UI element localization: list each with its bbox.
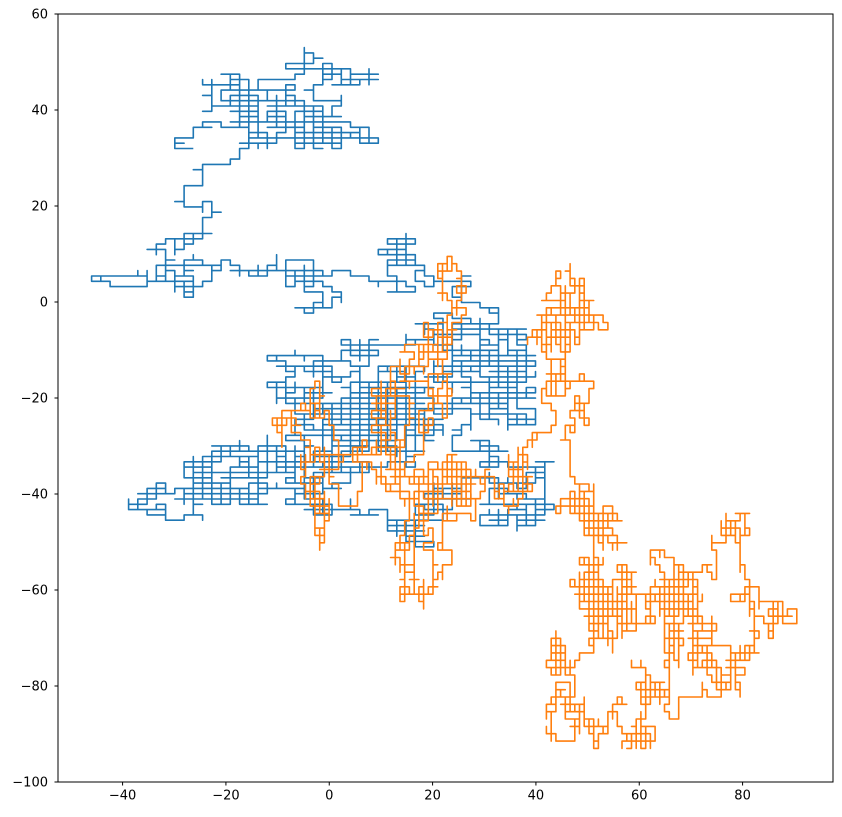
x-tick-label: −40	[109, 789, 136, 804]
x-tick-label: 60	[631, 789, 648, 804]
y-tick-label: 20	[31, 200, 48, 215]
y-tick-label: −20	[21, 392, 48, 407]
x-tick-label: 80	[734, 789, 751, 804]
y-tick-label: −60	[21, 584, 48, 599]
random-walk-blue-path	[90, 46, 555, 548]
random-walk-orange-path	[271, 255, 798, 750]
y-tick-label: 40	[31, 104, 48, 119]
x-tick-label: 0	[325, 789, 333, 804]
y-tick-label: 60	[31, 8, 48, 23]
y-tick-label: 0	[40, 296, 48, 311]
x-tick-label: 20	[424, 789, 441, 804]
x-tick-label: −20	[212, 789, 239, 804]
y-tick-label: −40	[21, 488, 48, 503]
y-tick-label: −100	[12, 776, 48, 791]
walk-lines-layer	[90, 46, 798, 750]
x-tick-label: 40	[528, 789, 545, 804]
y-tick-label: −80	[21, 680, 48, 695]
